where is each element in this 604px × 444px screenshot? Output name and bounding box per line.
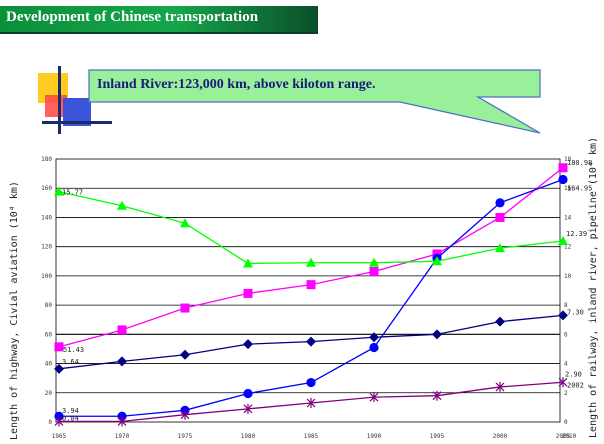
data-label: 15.77 bbox=[62, 189, 83, 197]
y-left-tick-label: 60 bbox=[45, 331, 53, 338]
y-left-tick-label: 0 bbox=[48, 419, 52, 426]
y-left-tick-label: 160 bbox=[41, 185, 52, 192]
y-left-tick-label: 40 bbox=[45, 361, 53, 368]
data-point bbox=[432, 390, 442, 401]
y-right-tick-label: 8 bbox=[564, 302, 568, 309]
x-tick-label: 2000 bbox=[493, 433, 508, 440]
callout-text: Inland River:123,000 km, above kiloton r… bbox=[97, 77, 376, 92]
x-tick-label: 1975 bbox=[178, 433, 193, 440]
data-label: 2.90 bbox=[565, 370, 582, 378]
data-point bbox=[306, 398, 316, 409]
y-right-tick-label: 6 bbox=[564, 331, 568, 338]
y-left-tick-label: 20 bbox=[45, 390, 53, 397]
data-point bbox=[54, 342, 64, 352]
data-point bbox=[558, 163, 568, 173]
data-point bbox=[306, 336, 316, 347]
data-point bbox=[243, 403, 253, 414]
deco-red-square bbox=[45, 95, 67, 117]
data-point bbox=[54, 363, 64, 374]
y-left-tick-label: 180 bbox=[41, 156, 52, 163]
data-point bbox=[369, 267, 379, 277]
data-point bbox=[180, 409, 190, 420]
y-left-tick-label: 140 bbox=[41, 214, 52, 221]
y-right-tick-label: 16 bbox=[564, 185, 572, 192]
data-point bbox=[54, 186, 64, 196]
data-point bbox=[369, 392, 379, 403]
data-point bbox=[54, 416, 64, 427]
data-point bbox=[180, 303, 190, 313]
data-point bbox=[306, 257, 316, 267]
y-right-tick-label: 18 bbox=[564, 156, 572, 163]
data-point bbox=[495, 381, 505, 392]
series-line bbox=[58, 190, 564, 265]
x-tick-label: 1985 bbox=[304, 433, 319, 440]
x-tick-label: 1965 bbox=[52, 433, 67, 440]
slide-title-bar: Development of Chinese transportation bbox=[0, 6, 318, 34]
data-point bbox=[117, 416, 127, 427]
data-label: 7.30 bbox=[567, 308, 584, 316]
x-tick-label: 2010 bbox=[562, 433, 577, 440]
y-left-tick-label: 100 bbox=[41, 273, 52, 280]
y-right-tick-label: 12 bbox=[564, 244, 572, 251]
data-point bbox=[117, 325, 127, 335]
data-label: 3.64 bbox=[62, 358, 79, 366]
y-right-tick-label: 4 bbox=[564, 361, 568, 368]
data-point bbox=[369, 332, 379, 343]
data-point bbox=[369, 257, 379, 267]
data-point bbox=[495, 243, 505, 253]
data-point bbox=[243, 288, 253, 298]
data-point bbox=[558, 310, 568, 321]
x-tick-label: 1980 bbox=[241, 433, 256, 440]
data-point bbox=[180, 349, 190, 360]
y-left-tick-label: 120 bbox=[41, 244, 52, 251]
data-label: 0.04 bbox=[62, 414, 79, 422]
data-point bbox=[243, 258, 253, 268]
y-right-tick-label: 2 bbox=[564, 390, 568, 397]
data-point bbox=[432, 329, 442, 340]
x-tick-label: 1970 bbox=[115, 433, 130, 440]
x-tick-label: 1990 bbox=[367, 433, 382, 440]
series-line bbox=[58, 167, 564, 348]
data-point bbox=[369, 342, 379, 353]
plot-frame bbox=[55, 158, 561, 423]
y-right-tick-label: 14 bbox=[564, 214, 572, 221]
data-point bbox=[558, 174, 568, 185]
data-label: 3.94 bbox=[62, 407, 79, 415]
data-label: 180.98 bbox=[567, 159, 592, 167]
data-label: 12.39 bbox=[566, 230, 587, 238]
data-point bbox=[243, 339, 253, 350]
data-point bbox=[243, 388, 253, 399]
y-left-tick-label: 80 bbox=[45, 302, 53, 309]
slide-title: Development of Chinese transportation bbox=[6, 9, 259, 25]
data-label: 164.95 bbox=[567, 184, 592, 192]
data-point bbox=[558, 235, 568, 245]
data-label: 2002 bbox=[567, 381, 584, 389]
deco-vertical-line bbox=[58, 66, 61, 134]
data-point bbox=[432, 256, 442, 266]
x-tick-label: 1995 bbox=[430, 433, 445, 440]
deco-horizontal-line bbox=[42, 121, 112, 124]
data-point bbox=[495, 198, 505, 208]
x-tick-label: 2005 bbox=[556, 433, 571, 440]
data-label: 51.43 bbox=[63, 346, 84, 354]
data-point bbox=[495, 316, 505, 327]
data-point bbox=[495, 212, 505, 222]
y-right-tick-label: 10 bbox=[564, 273, 572, 280]
y-right-tick-label: 0 bbox=[564, 419, 568, 426]
y-axis-left-title: Length of highway, Civial aviation (10⁴ … bbox=[9, 181, 20, 440]
y-axis-right-title: Length of railway, inland river, pipelin… bbox=[588, 137, 599, 438]
data-point bbox=[306, 280, 316, 290]
data-point bbox=[558, 377, 568, 388]
data-point bbox=[180, 218, 190, 228]
data-point bbox=[117, 200, 127, 210]
data-point bbox=[306, 377, 316, 388]
data-point bbox=[117, 356, 127, 367]
